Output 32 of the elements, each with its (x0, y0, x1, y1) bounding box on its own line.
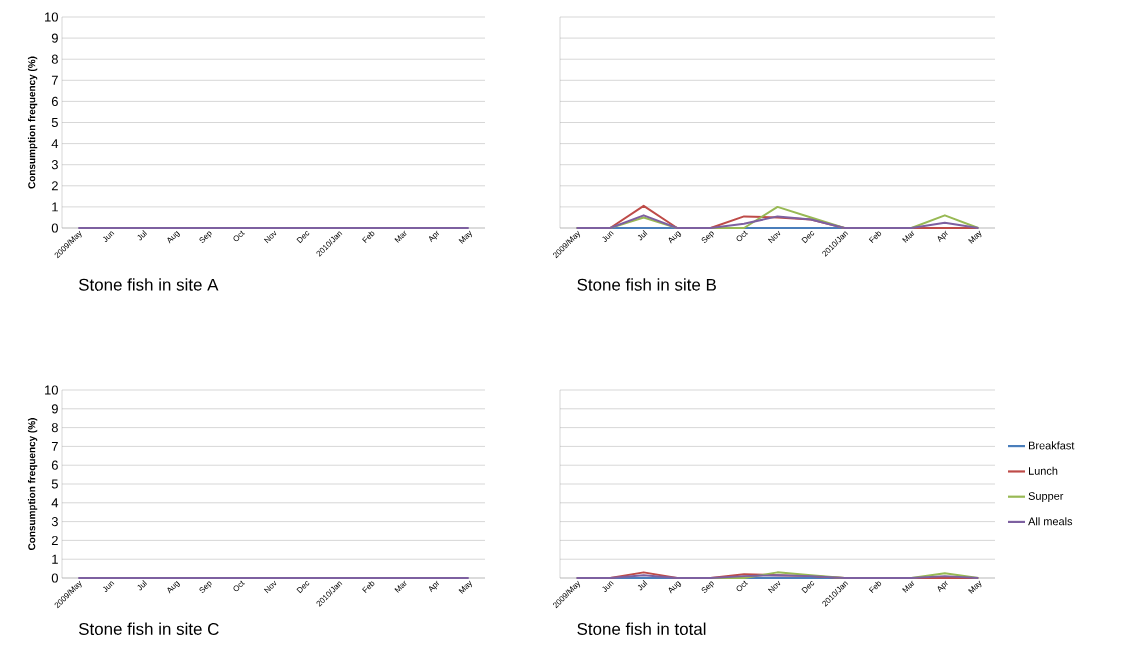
y-axis-title: Consumption frequency (%) (27, 56, 38, 189)
y-tick-label: 3 (51, 160, 58, 170)
text: Stone fish in site C (78, 622, 219, 635)
y-tick-label: 1 (52, 554, 58, 564)
y-tick-label: 9 (51, 404, 58, 414)
y-tick-label: 5 (51, 117, 58, 128)
y-tick-label: 1 (52, 202, 58, 212)
y-tick-label: 7 (51, 441, 58, 451)
legend-label: Breakfast (1029, 441, 1075, 450)
legend-label: All meals (1028, 517, 1073, 526)
y-tick-label: 0 (51, 573, 58, 583)
y-tick-label: 7 (51, 75, 58, 85)
y-tick-label: 0 (51, 223, 58, 233)
text: Stone fish in total (577, 622, 706, 635)
y-tick-label: 3 (51, 517, 58, 527)
y-tick-label: 2 (51, 181, 58, 191)
legend-label: Supper (1028, 492, 1064, 503)
text: Stone fish in site A (78, 278, 219, 291)
y-tick-label: 9 (51, 33, 58, 43)
y-tick-label: 2 (51, 535, 58, 545)
y-tick-label: 8 (51, 423, 58, 433)
legend-label: Lunch (1029, 466, 1058, 475)
y-tick-label: 5 (51, 479, 58, 489)
y-axis-title: Consumption frequency (%) (27, 418, 38, 551)
y-tick-label: 10 (45, 12, 58, 22)
y-tick-label: 6 (51, 96, 58, 106)
y-tick-label: 8 (51, 54, 58, 64)
y-tick-label: 4 (51, 498, 59, 508)
y-tick-label: 10 (45, 385, 58, 395)
y-tick-label: 6 (51, 460, 58, 470)
y-tick-label: 4 (51, 139, 59, 149)
text: Stone fish in site B (577, 278, 716, 291)
